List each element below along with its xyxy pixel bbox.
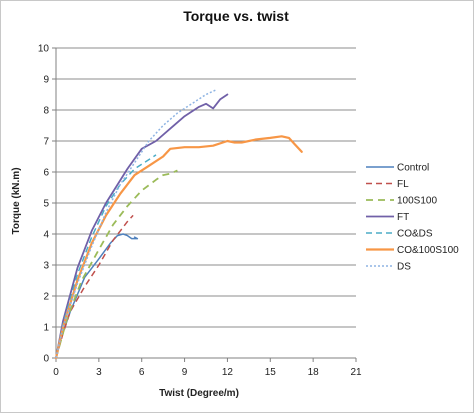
x-tick-labels: 0 3 6 9 12 15 18 21 (53, 367, 362, 378)
x-tick-label: 0 (53, 367, 59, 378)
chart-title: Torque vs. twist (183, 8, 289, 24)
y-tick-label: 1 (43, 323, 49, 334)
x-tick-label: 15 (265, 367, 277, 378)
y-tick-label: 0 (43, 354, 49, 365)
y-tick-label: 10 (38, 44, 50, 55)
x-tick-label: 3 (96, 367, 102, 378)
y-tick-label: 2 (43, 292, 49, 303)
legend-label: 100S100 (397, 196, 437, 207)
series-line (55, 89, 217, 359)
gridlines (56, 47, 356, 328)
legend-label: DS (397, 262, 411, 273)
y-tick-label: 3 (43, 261, 49, 272)
y-axis-title: Torque (kN.m) (11, 167, 22, 234)
series-line (55, 214, 134, 359)
series-line (54, 135, 303, 360)
legend-label: Control (397, 163, 429, 174)
series-line (55, 169, 178, 359)
legend-label: CO&DS (397, 229, 433, 240)
series-line (55, 93, 229, 359)
y-tick-label: 7 (43, 137, 49, 148)
legend-label: CO&100S100 (397, 245, 459, 256)
y-tick-label: 6 (43, 168, 49, 179)
y-tick-label: 5 (43, 199, 49, 210)
legend: Control FL 100S100 FT CO&DS CO&100S100 DS (366, 163, 459, 273)
y-tick-label: 8 (43, 106, 49, 117)
x-tick-label: 21 (350, 367, 362, 378)
x-tick-label: 18 (308, 367, 320, 378)
x-tick-label: 12 (222, 367, 234, 378)
y-tick-label: 4 (43, 230, 49, 241)
x-tick-label: 9 (182, 367, 188, 378)
x-axis-title: Twist (Degree/m) (159, 388, 239, 399)
series-line (55, 154, 157, 359)
plot-area (54, 89, 303, 360)
y-tick-labels: 0 1 2 3 4 5 6 7 8 9 10 (38, 44, 50, 365)
legend-label: FL (397, 179, 409, 190)
legend-label: FT (397, 212, 409, 223)
x-tick-label: 6 (139, 367, 145, 378)
y-tick-label: 9 (43, 75, 49, 86)
axes (52, 47, 357, 362)
